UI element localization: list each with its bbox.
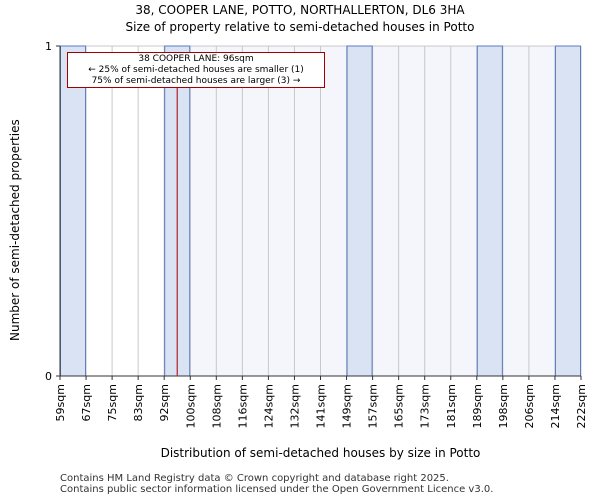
highlight-band <box>190 46 581 376</box>
x-tick-label: 108sqm <box>210 384 223 428</box>
x-tick-label: 92sqm <box>158 384 171 421</box>
chart-subtitle: Size of property relative to semi-detach… <box>125 20 475 34</box>
annotation-line-larger: 75% of semi-detached houses are larger (… <box>91 76 301 86</box>
histogram-bar <box>554 45 582 377</box>
x-tick-label: 67sqm <box>80 384 93 421</box>
histogram-bar <box>346 45 373 377</box>
histogram-bar <box>60 45 87 377</box>
footer-licence: Contains public sector information licen… <box>60 484 494 495</box>
annotation-line-smaller: ← 25% of semi-detached houses are smalle… <box>88 65 304 75</box>
annotation-line-property: 38 COOPER LANE: 96sqm <box>138 54 254 64</box>
x-tick-label: 124sqm <box>262 384 275 428</box>
x-tick-label: 100sqm <box>184 384 197 428</box>
x-tick-label: 83sqm <box>132 384 145 421</box>
x-tick-label: 75sqm <box>106 384 119 421</box>
footer-copyright: Contains HM Land Registry data © Crown c… <box>60 473 449 484</box>
x-tick-label: 214sqm <box>549 384 562 428</box>
histogram-bar <box>476 45 503 377</box>
y-axis-label: Number of semi-detached properties <box>8 119 22 341</box>
x-tick-label: 132sqm <box>288 384 301 428</box>
x-tick-label: 116sqm <box>236 384 249 428</box>
x-tick-label: 222sqm <box>575 384 588 428</box>
x-tick-label: 59sqm <box>54 384 67 421</box>
x-tick-label: 141sqm <box>315 384 328 428</box>
x-axis-label: Distribution of semi-detached houses by … <box>160 446 481 460</box>
x-tick-label: 157sqm <box>367 384 380 428</box>
chart-title: 38, COOPER LANE, POTTO, NORTHALLERTON, D… <box>135 3 465 17</box>
property-annotation-box: 38 COOPER LANE: 96sqm ← 25% of semi-deta… <box>67 52 325 88</box>
x-tick-label: 189sqm <box>471 384 484 428</box>
x-tick-label: 198sqm <box>497 384 510 428</box>
x-tick-label: 206sqm <box>523 384 536 428</box>
y-tick-label: 0 <box>45 370 52 383</box>
x-tick-label: 173sqm <box>419 384 432 428</box>
y-tick-label: 1 <box>45 40 52 53</box>
x-tick-label: 181sqm <box>445 384 458 428</box>
x-tick-label: 149sqm <box>341 384 354 428</box>
x-tick-label: 165sqm <box>393 384 406 428</box>
